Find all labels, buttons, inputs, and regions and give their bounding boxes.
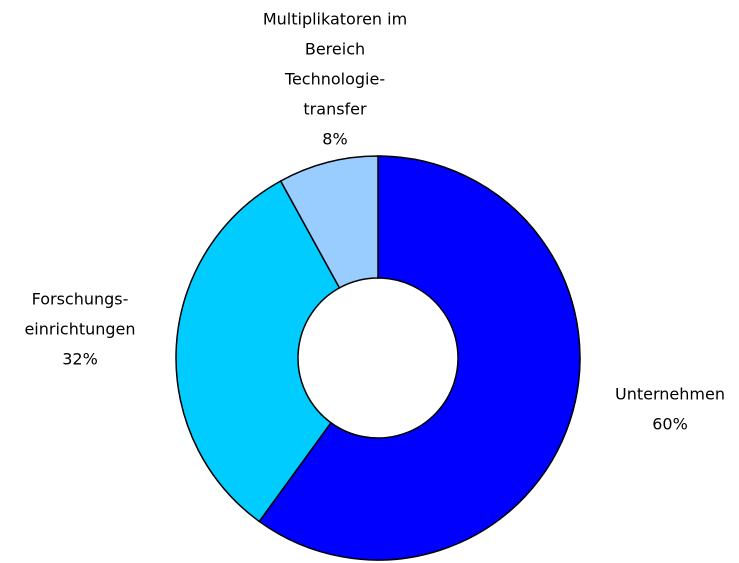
slice [258,155,581,561]
value-label: 8% [322,130,347,149]
value-label: 32% [62,350,98,369]
slice [279,155,379,289]
slice-label: Bereich [305,40,365,59]
slice-label: einrichtungen [24,320,135,339]
slice-label: Technologie- [284,70,385,89]
slice-label: transfer [303,100,367,119]
slice-label: Forschungs- [32,290,129,309]
value-label: 60% [652,415,688,434]
slice-label: Multiplikatoren im [263,10,407,29]
slice-label: Unternehmen [615,385,725,404]
slice [175,179,341,523]
